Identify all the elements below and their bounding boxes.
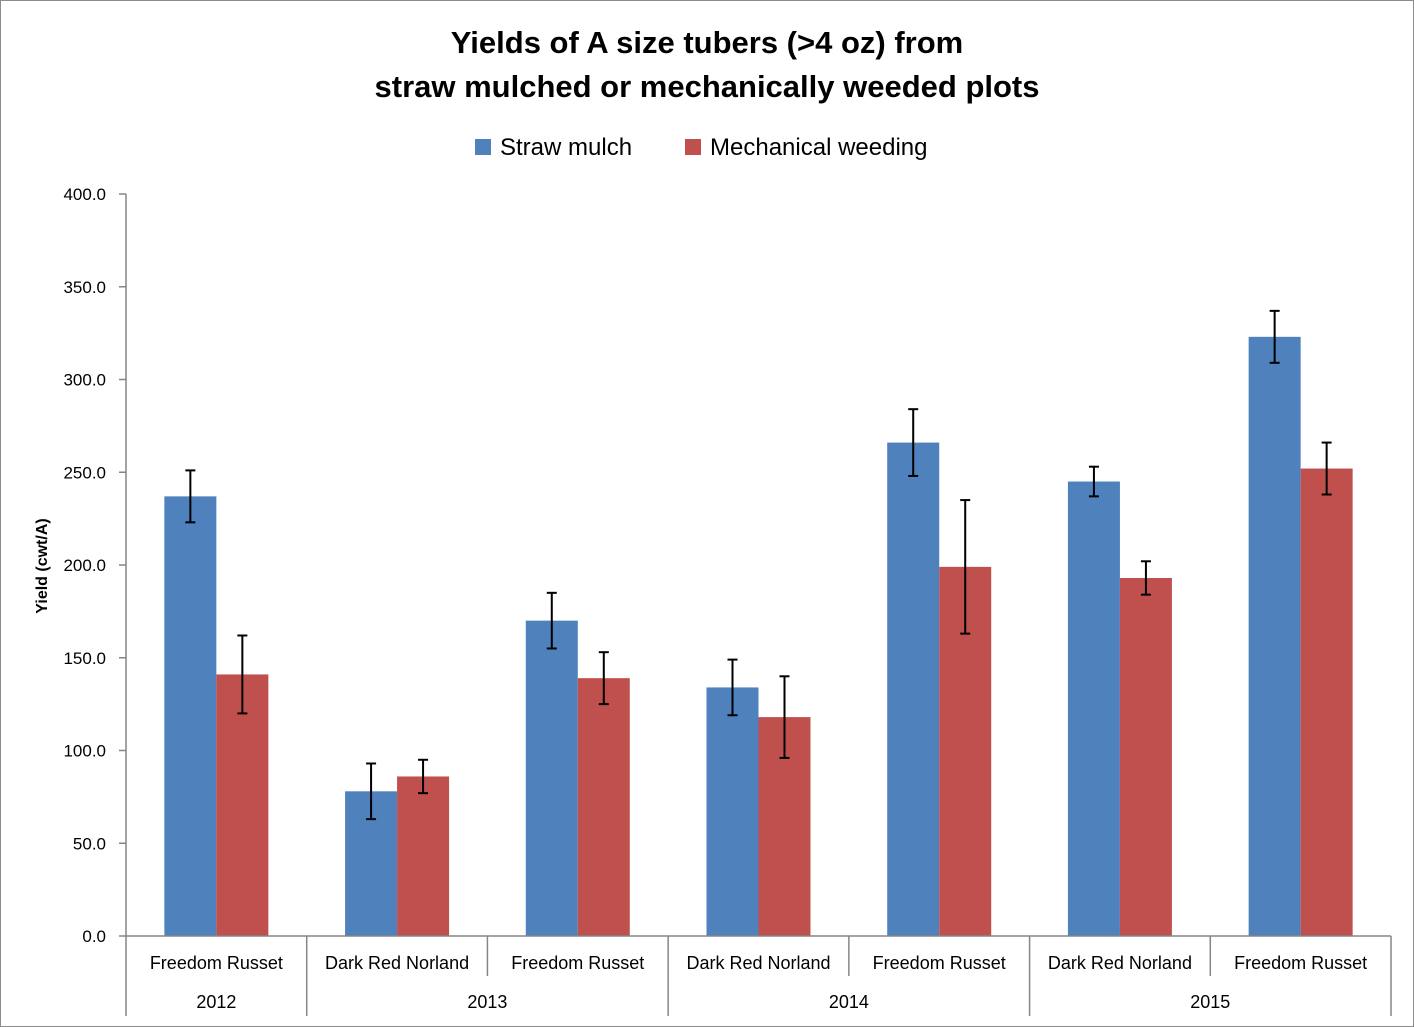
y-tick-label: 400.0 [63,185,106,204]
x-category-label: Dark Red Norland [325,953,469,973]
bar-mechanical-weeding [577,678,630,936]
x-year-label: 2014 [829,992,869,1012]
y-tick-label: 150.0 [63,649,106,668]
x-category-label: Dark Red Norland [686,953,830,973]
y-tick-label: 250.0 [63,463,106,482]
x-axis: Freedom Russet Dark Red Norland Freedom Ru… [125,935,1392,1016]
bar-mechanical-weeding [397,776,450,936]
bars [164,309,1353,937]
x-category-label: Freedom Russet [150,953,283,973]
x-category-label: Freedom Russet [873,953,1006,973]
x-year-label: 2015 [1190,992,1230,1012]
bar-straw-mulch [1067,481,1120,936]
y-tick-label: 0.0 [82,927,106,946]
x-category-label: Freedom Russet [511,953,644,973]
y-tick-label: 300.0 [63,371,106,390]
y-tick-label: 350.0 [63,278,106,297]
bar-straw-mulch [1248,336,1301,937]
legend: Straw mulch Mechanical weeding [475,134,927,161]
chart-title-line-2: straw mulched or mechanically weeded plo… [375,69,1040,104]
y-axis: 0.0 50.0 100.0 150.0 200.0 250.0 300.0 350.0 400… [63,185,127,946]
bar-straw-mulch [706,687,759,936]
legend-label: Mechanical weeding [710,134,927,161]
legend-swatch [475,139,491,155]
y-tick-label: 200.0 [63,556,106,575]
bar-mechanical-weeding [1119,577,1172,936]
chart-title-line-1: Yields of A size tubers (>4 oz) from [451,25,963,60]
x-category-label: Dark Red Norland [1048,953,1192,973]
legend-swatch [685,139,701,155]
x-year-label: 2013 [467,992,507,1012]
bar-mechanical-weeding [216,674,269,936]
y-axis-title: Yield (cwt/A) [34,518,51,613]
y-tick-label: 50.0 [73,834,106,853]
bar-straw-mulch [164,496,217,936]
bar-straw-mulch [525,620,578,936]
bar-mechanical-weeding [1300,468,1353,936]
legend-label: Straw mulch [500,134,632,161]
x-year-label: 2012 [196,992,236,1012]
x-category-label: Freedom Russet [1234,953,1367,973]
y-tick-label: 100.0 [63,742,106,761]
bar-straw-mulch [887,442,940,936]
